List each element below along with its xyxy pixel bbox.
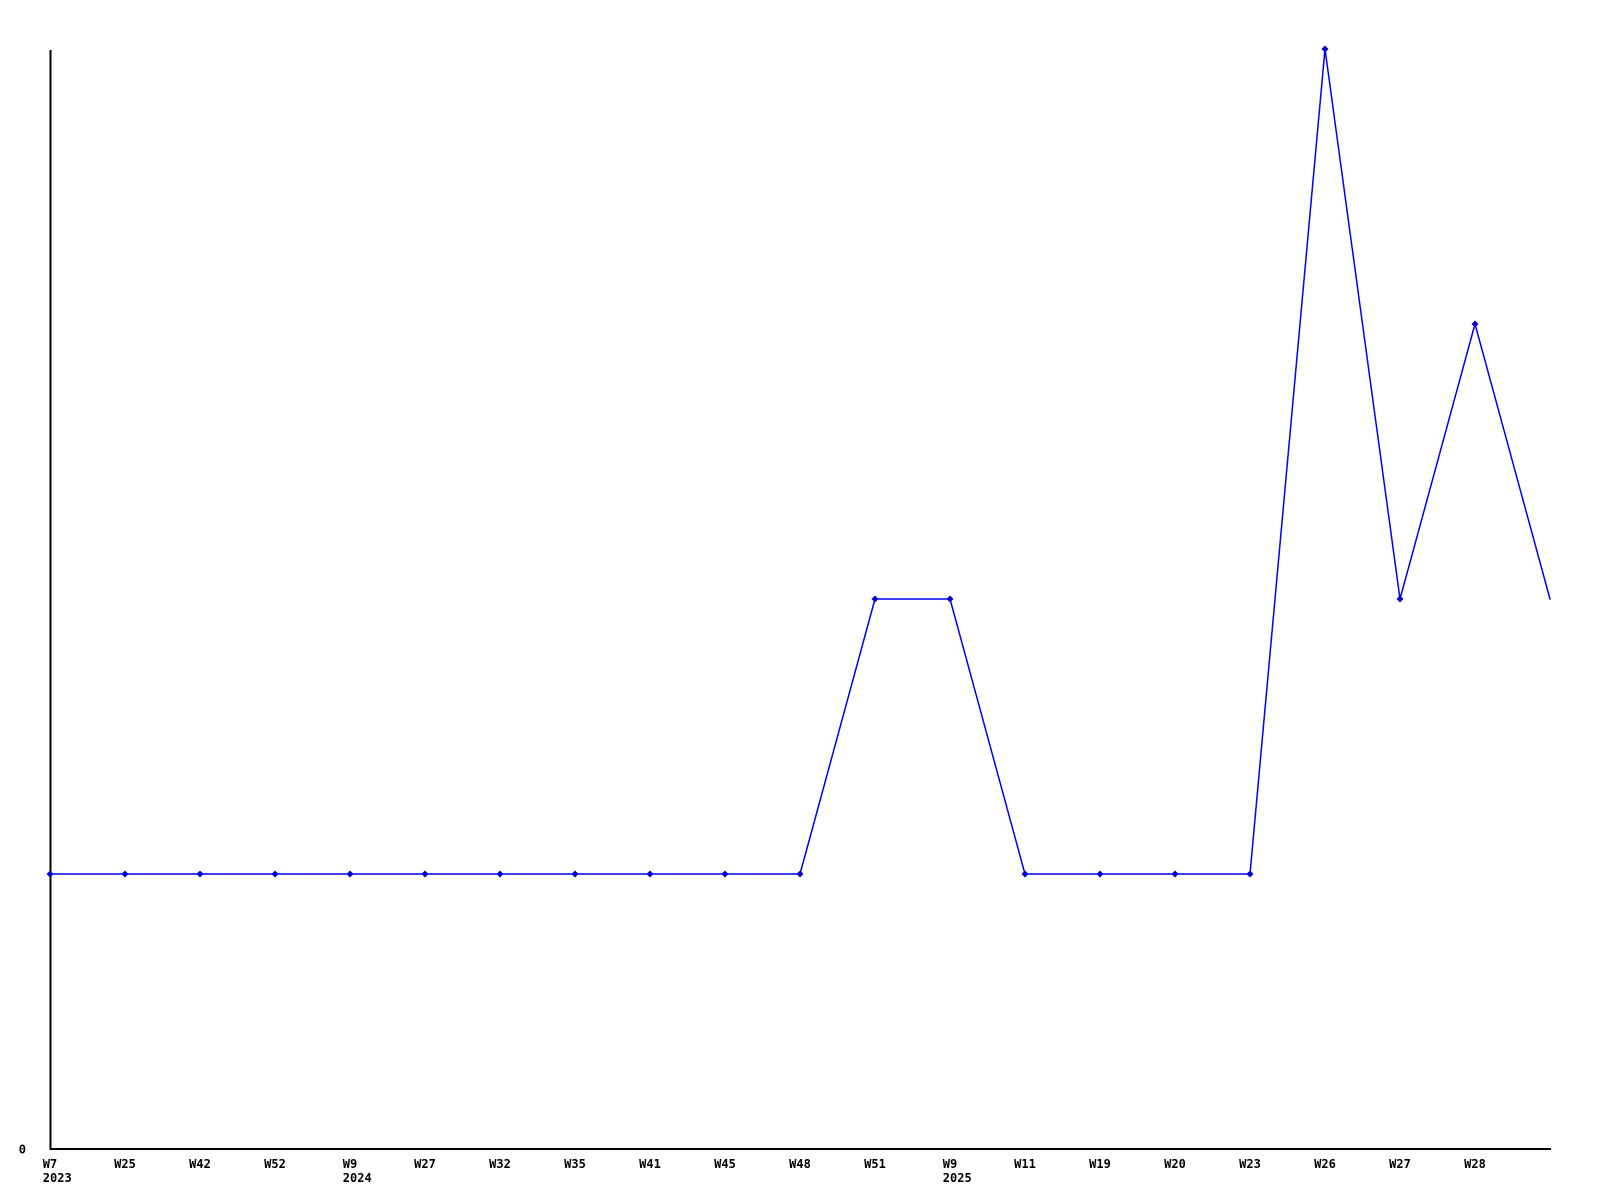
x-tick-week-label: W51 [864,1157,886,1171]
data-point-marker [646,870,654,878]
data-point-marker [1171,870,1179,878]
x-tick-week-label: W27 [1389,1157,1411,1171]
x-tick-week-label: W35 [564,1157,586,1171]
x-tick-week-label: W19 [1089,1157,1111,1171]
x-tick-year-label: 2025 [943,1171,972,1185]
data-point-marker [721,870,729,878]
x-tick-week-label: W45 [714,1157,736,1171]
x-tick-week-label: W23 [1239,1157,1261,1171]
x-tick-week-label: W52 [264,1157,286,1171]
x-tick-week-label: W9 [343,1157,357,1171]
x-tick-week-label: W48 [789,1157,811,1171]
data-line [49,48,1551,875]
x-tick-year-label: 2024 [343,1171,372,1185]
x-tick-week-label: W27 [414,1157,436,1171]
data-point-marker [1096,870,1104,878]
x-tick-week-label: W26 [1314,1157,1336,1171]
data-point-marker [1246,870,1254,878]
x-tick-week-label: W42 [189,1157,211,1171]
data-point-marker [1021,870,1029,878]
data-point-marker [571,870,579,878]
x-tick-week-label: W9 [943,1157,957,1171]
x-tick-week-label: W25 [114,1157,136,1171]
x-tick-week-label: W7 [43,1157,57,1171]
data-point-marker [46,870,54,878]
data-point-marker [946,595,954,603]
x-tick-week-label: W11 [1014,1157,1036,1171]
data-point-marker [196,870,204,878]
x-tick-week-label: W20 [1164,1157,1186,1171]
x-tick-week-label: W28 [1464,1157,1486,1171]
data-point-marker [1321,45,1329,53]
x-tick-week-label: W32 [489,1157,511,1171]
x-tick-year-label: 2023 [43,1171,72,1185]
x-tick-week-label: W41 [639,1157,661,1171]
data-point-marker [796,870,804,878]
data-point-marker [121,870,129,878]
y-axis-zero-label: 0 [19,1143,26,1157]
data-point-marker [1396,595,1404,603]
data-series [46,45,1551,878]
data-point-marker [496,870,504,878]
data-point-marker [871,595,879,603]
data-point-marker [1471,320,1479,328]
data-point-marker [271,870,279,878]
data-point-marker [346,870,354,878]
data-point-marker [421,870,429,878]
